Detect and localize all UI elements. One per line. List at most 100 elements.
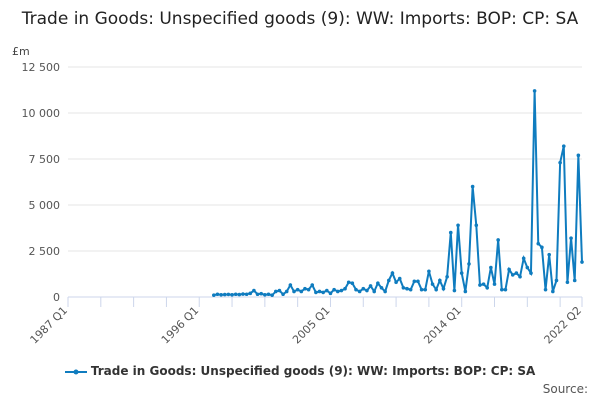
- legend-label: Trade in Goods: Unspecified goods (9): W…: [90, 364, 536, 378]
- data-point: [368, 284, 373, 288]
- data-point: [489, 265, 493, 270]
- data-point: [536, 241, 541, 246]
- data-point: [365, 288, 369, 293]
- y-tick-label: 2 500: [29, 245, 61, 258]
- data-point: [386, 278, 391, 283]
- data-point: [532, 89, 537, 93]
- data-point: [427, 269, 431, 274]
- data-point: [441, 286, 446, 291]
- data-point: [222, 292, 227, 297]
- x-tick-label: 1987 Q1: [28, 304, 71, 347]
- data-point: [434, 287, 438, 292]
- series-line: [213, 90, 583, 297]
- x-tick-label: 2014 Q1: [421, 304, 464, 347]
- data-point: [263, 292, 267, 297]
- data-point: [474, 223, 479, 228]
- data-point: [481, 282, 486, 286]
- data-point: [569, 236, 573, 240]
- data-point: [397, 276, 402, 281]
- data-point: [500, 287, 504, 292]
- data-point: [299, 289, 304, 294]
- data-point: [470, 184, 475, 189]
- y-tick-label: 12 500: [22, 61, 61, 74]
- data-point: [565, 280, 570, 285]
- data-point: [492, 282, 497, 286]
- x-tick-label: 2005 Q1: [290, 304, 333, 347]
- data-point: [281, 292, 285, 297]
- data-point: [328, 291, 333, 296]
- data-point: [303, 286, 307, 291]
- legend[interactable]: Trade in Goods: Unspecified goods (9): W…: [0, 364, 600, 378]
- data-point: [496, 238, 500, 242]
- data-point: [510, 273, 515, 277]
- data-point: [317, 289, 322, 294]
- data-point: [580, 260, 584, 264]
- data-point: [376, 281, 380, 286]
- data-point: [529, 271, 533, 275]
- data-point: [405, 286, 409, 291]
- data-point: [416, 279, 420, 284]
- data-point: [408, 287, 413, 292]
- chart-title: Trade in Goods: Unspecified goods (9): W…: [21, 9, 579, 29]
- data-point: [248, 291, 253, 296]
- data-point: [357, 289, 362, 294]
- data-point: [463, 289, 468, 294]
- data-point: [456, 223, 460, 228]
- data-point: [237, 292, 242, 297]
- data-point: [547, 252, 551, 257]
- data-point: [543, 287, 548, 292]
- data-point: [277, 288, 282, 293]
- data-point: [343, 286, 347, 291]
- data-point: [445, 274, 449, 279]
- data-point: [215, 292, 220, 297]
- data-point: [361, 286, 366, 291]
- source-label: Source:: [542, 382, 588, 396]
- data-point: [383, 289, 387, 294]
- data-point: [518, 274, 522, 279]
- data-point: [452, 288, 457, 293]
- data-point: [558, 160, 562, 165]
- data-point: [394, 280, 398, 285]
- data-point: [292, 289, 296, 294]
- data-point: [430, 282, 435, 286]
- data-point: [244, 292, 249, 297]
- data-point: [266, 292, 271, 297]
- data-point: [284, 289, 289, 294]
- data-point: [273, 289, 278, 294]
- x-tick-label: 1996 Q1: [159, 304, 202, 347]
- data-point: [372, 289, 377, 294]
- data-point: [551, 289, 555, 294]
- data-point: [230, 292, 234, 297]
- y-tick-label: 5 000: [29, 199, 61, 212]
- data-point: [233, 292, 238, 297]
- data-point: [212, 293, 216, 297]
- data-point: [335, 289, 340, 294]
- y-tick-label: 10 000: [22, 107, 61, 120]
- data-point: [412, 279, 417, 284]
- data-point: [270, 293, 274, 297]
- data-point: [259, 291, 264, 296]
- data-point: [478, 283, 482, 287]
- data-point: [310, 283, 315, 287]
- data-point: [295, 287, 300, 292]
- data-point: [521, 256, 526, 261]
- data-point: [226, 292, 231, 297]
- data-point: [325, 288, 329, 293]
- data-point: [346, 280, 351, 285]
- y-tick-label: 7 500: [29, 153, 61, 166]
- data-point: [332, 287, 336, 292]
- data-point: [485, 286, 490, 290]
- data-point: [423, 287, 428, 292]
- data-point: [576, 153, 581, 158]
- data-point: [350, 281, 355, 286]
- legend-marker-icon: [64, 369, 87, 374]
- data-point: [572, 278, 577, 283]
- y-axis-label: £m: [12, 45, 30, 58]
- data-point: [561, 144, 566, 148]
- data-point: [255, 292, 260, 297]
- data-point: [219, 292, 223, 297]
- data-point: [459, 271, 464, 275]
- data-point: [339, 288, 344, 293]
- data-point: [514, 271, 519, 275]
- data-point: [540, 245, 544, 250]
